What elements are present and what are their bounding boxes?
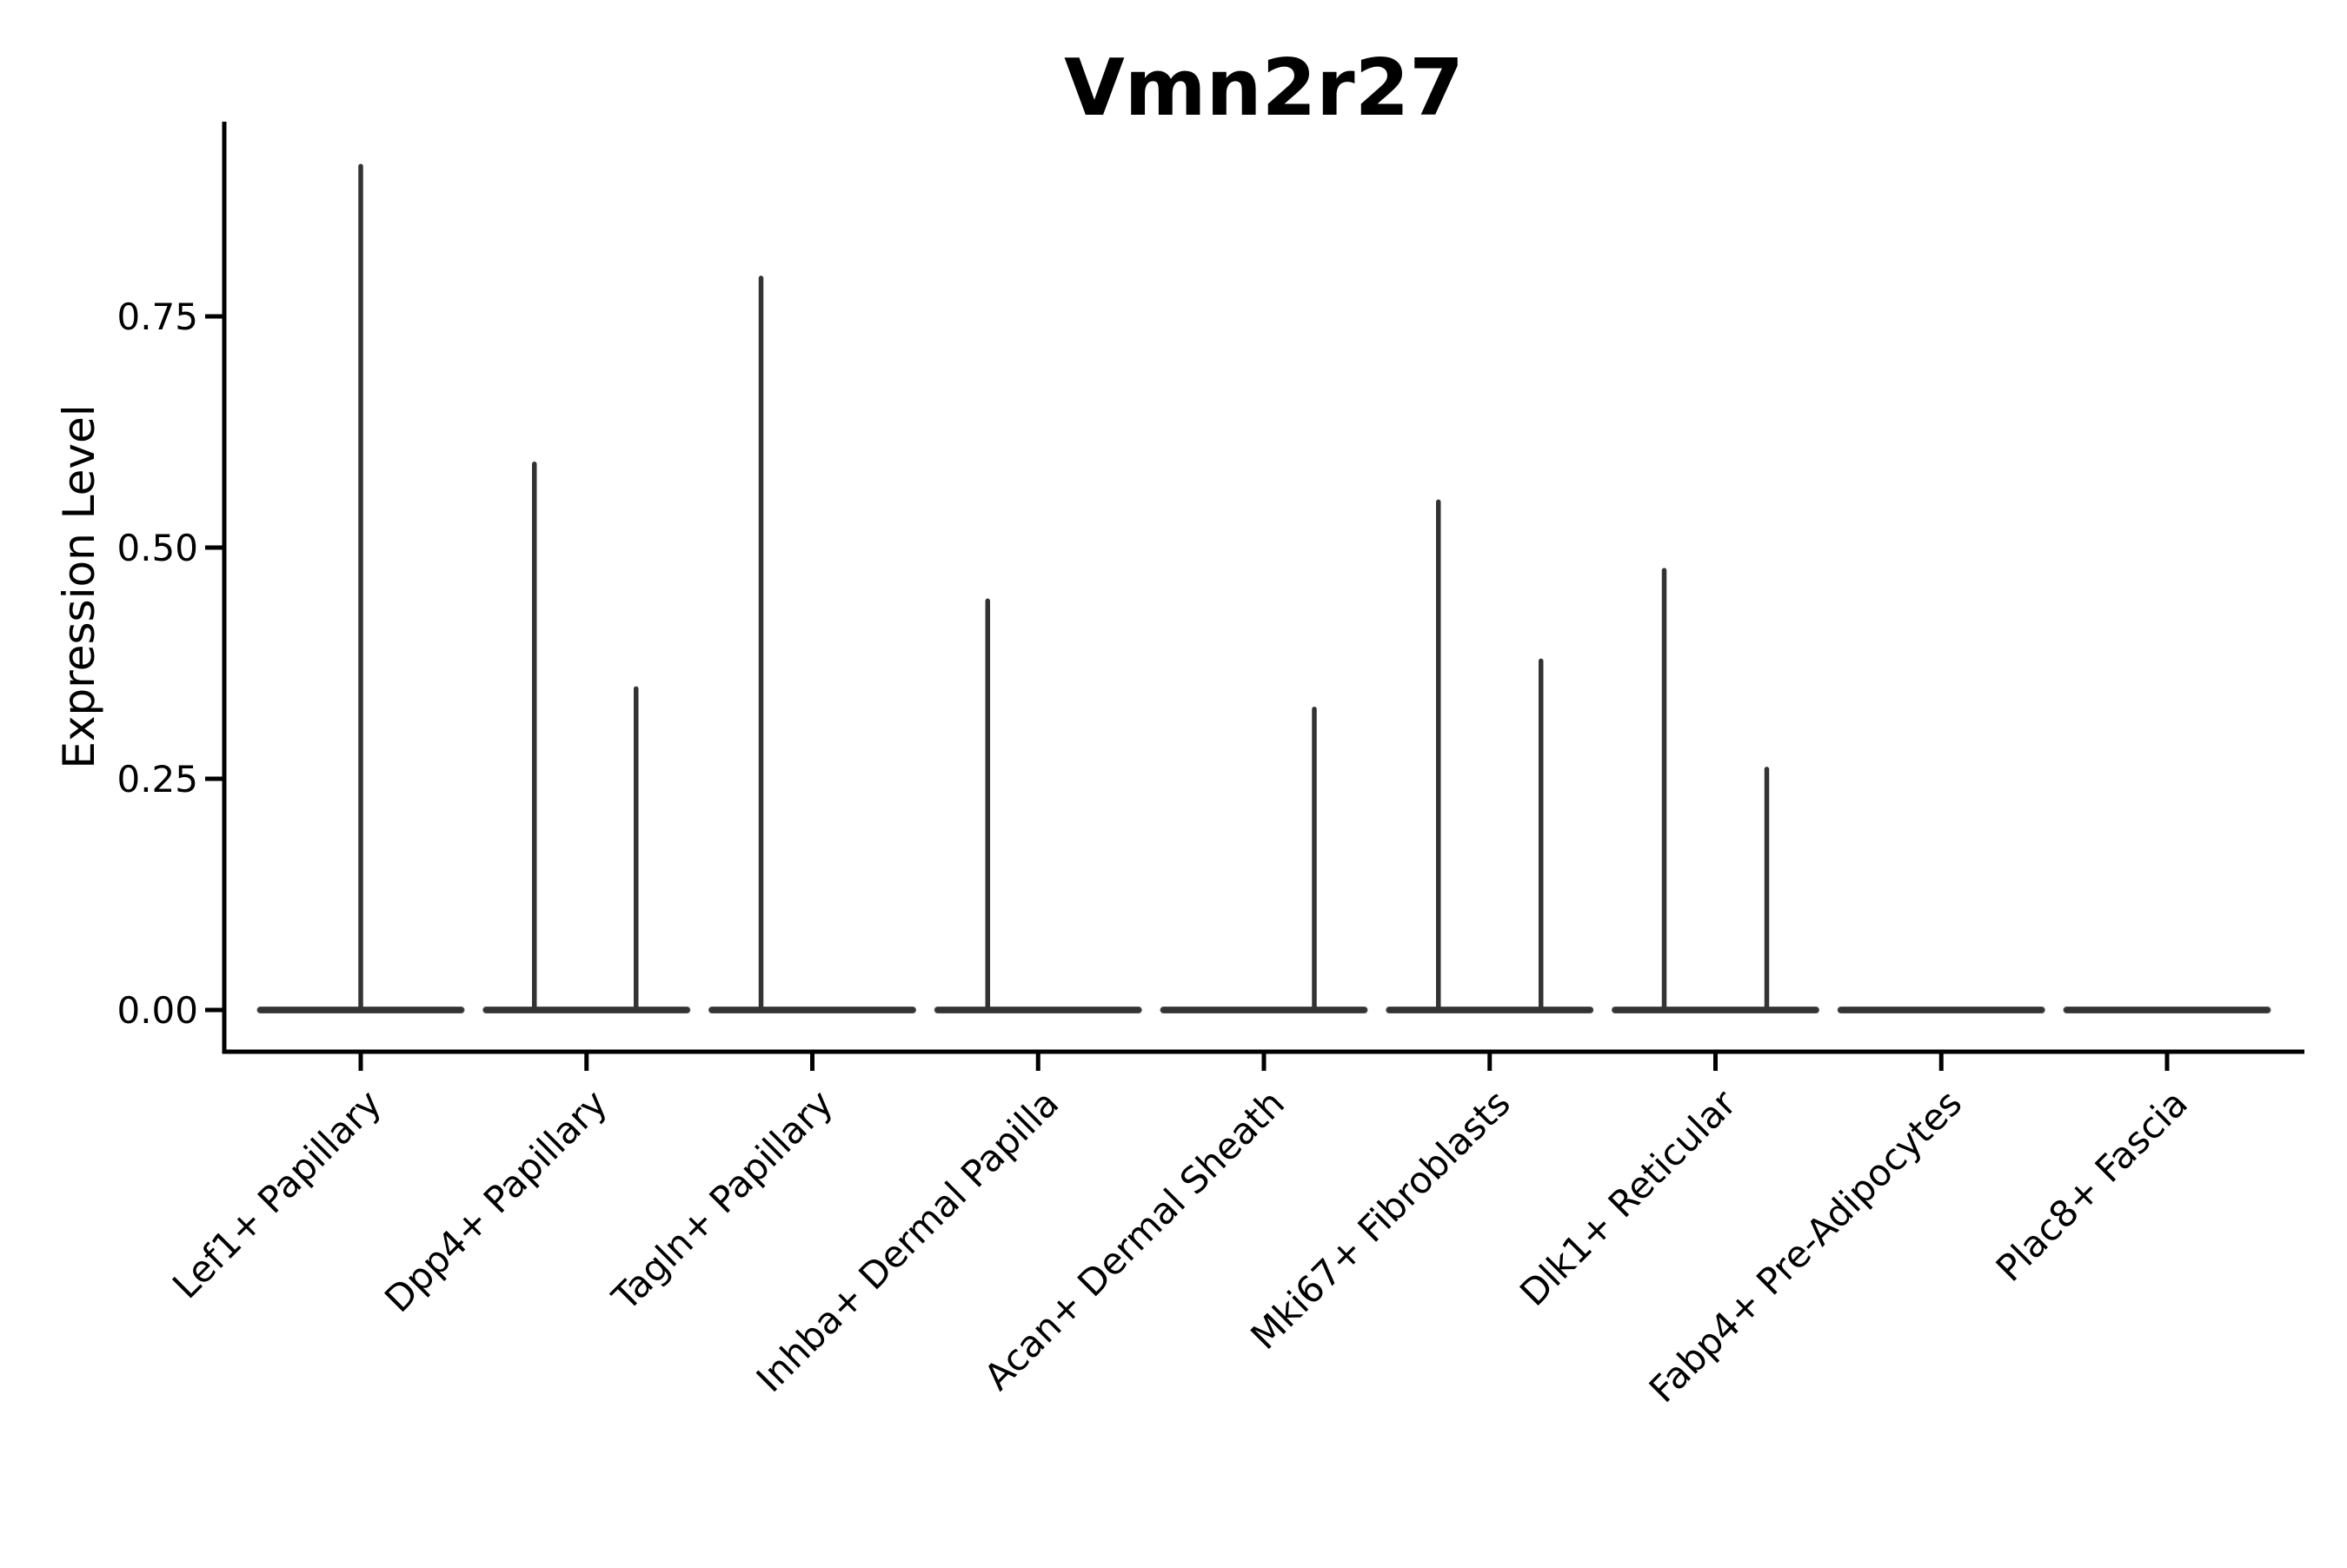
x-tick-label: Lef1+ Papillary bbox=[164, 1081, 389, 1306]
violin-base bbox=[1160, 1007, 1368, 1013]
y-tick-label: 0.25 bbox=[116, 758, 198, 801]
violin-base bbox=[1837, 1007, 2045, 1013]
violin-base bbox=[482, 1007, 691, 1013]
x-tick-label: Plac8+ Fascia bbox=[1988, 1081, 2196, 1289]
violin-base bbox=[1386, 1007, 1594, 1013]
y-tick-label: 0.50 bbox=[116, 527, 198, 569]
x-tick-label: Dpp4+ Papillary bbox=[376, 1081, 615, 1320]
x-tick-label: Dlk1+ Reticular bbox=[1512, 1081, 1745, 1314]
violin-base bbox=[708, 1007, 916, 1013]
violin-base bbox=[1612, 1007, 1819, 1013]
y-axis-title: Expression Level bbox=[54, 404, 104, 768]
plot-title: Vmn2r27 bbox=[1064, 43, 1464, 134]
x-tick-label: Mki67+ Fibroblasts bbox=[1242, 1081, 1518, 1357]
y-tick-label: 0.75 bbox=[116, 296, 198, 338]
x-tick-label: Tagln+ Papillary bbox=[603, 1081, 841, 1319]
violin-base bbox=[2063, 1007, 2271, 1013]
violin-base bbox=[934, 1007, 1142, 1013]
violin-layer bbox=[256, 163, 2271, 1013]
y-tick-label: 0.00 bbox=[116, 989, 198, 1032]
